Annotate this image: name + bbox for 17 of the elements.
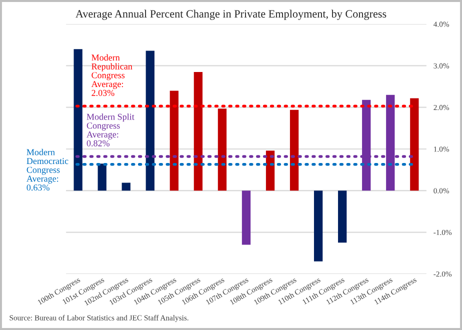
bar — [338, 190, 347, 243]
ref-line-label: Modern Republican Congress Average: 2.03% — [91, 54, 132, 96]
bar — [170, 90, 178, 191]
bar — [314, 190, 323, 262]
chart-title: Average Annual Percent Change in Private Employment, by Congress — [76, 10, 386, 20]
bar — [122, 182, 130, 191]
ref-line-label: Modern Democratic Congress Average: 0.63% — [26, 148, 68, 191]
bar — [218, 108, 227, 191]
bar — [146, 50, 154, 191]
ref-line-label: Modern Split Congress Average: 0.82% — [86, 113, 134, 146]
bar — [410, 98, 419, 191]
bar — [98, 164, 106, 191]
bar — [290, 110, 299, 191]
bar — [266, 150, 275, 191]
bar — [242, 190, 251, 245]
bar — [74, 49, 82, 191]
bar — [194, 72, 203, 191]
